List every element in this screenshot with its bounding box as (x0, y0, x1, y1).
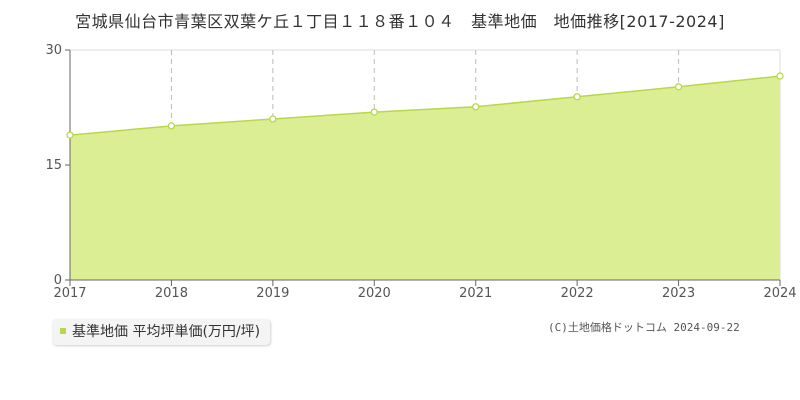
chart-title: 宮城県仙台市青葉区双葉ケ丘１丁目１１８番１０４ 基準地価 地価推移[2017-2… (75, 12, 725, 31)
x-tick-label: 2022 (561, 286, 594, 301)
y-tick-labels: 0 15 30 (45, 43, 62, 288)
legend-swatch (60, 328, 66, 334)
data-point (269, 115, 277, 123)
data-point (167, 122, 176, 130)
data-point (573, 93, 581, 101)
data-point (66, 131, 74, 139)
data-point (674, 83, 683, 91)
data-point (370, 108, 378, 116)
credit-text: (C)土地価格ドットコム 2024-09-22 (548, 321, 740, 334)
x-tick-label: 2020 (358, 286, 391, 301)
y-tick-label: 15 (45, 158, 62, 173)
x-tick-label: 2019 (256, 286, 289, 301)
x-tick-label: 2023 (662, 286, 695, 301)
x-tick-label: 2024 (763, 286, 796, 301)
chart-axes (65, 49, 781, 286)
y-tick-label: 0 (54, 273, 62, 288)
x-tick-label: 2018 (155, 286, 188, 301)
x-tick-label: 2017 (53, 286, 86, 301)
series-points (66, 72, 784, 139)
x-tick-labels: 2017 2018 2019 2020 2021 2022 2023 2024 (53, 286, 796, 301)
data-point (472, 103, 480, 111)
series-area (70, 76, 780, 280)
y-tick-label: 30 (45, 43, 62, 58)
data-point (776, 72, 784, 80)
legend: 基準地価 平均坪単価(万円/坪) (52, 319, 271, 345)
legend-label: 基準地価 平均坪単価(万円/坪) (72, 324, 261, 340)
series-line (69, 75, 781, 136)
x-tick-label: 2021 (459, 286, 492, 301)
